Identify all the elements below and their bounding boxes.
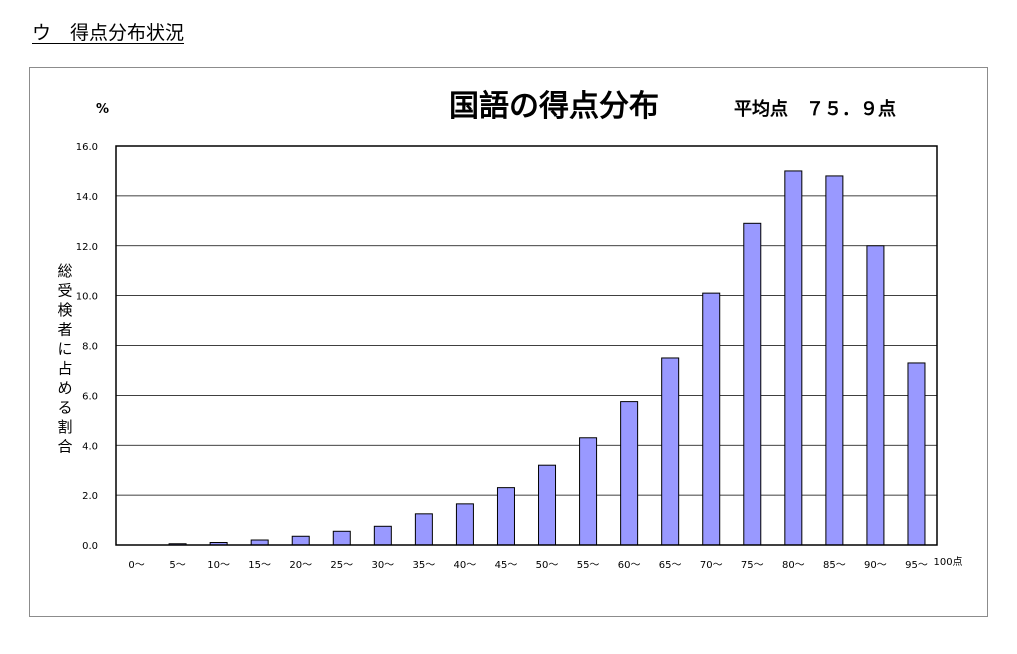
bar-85: [825, 175, 844, 546]
bar-30: [373, 525, 392, 546]
x-tick-label: 15～: [248, 560, 271, 571]
chart-frame: 国語の得点分布 平均点 ７５．９点 % 0.0 2.0 4.0 6.0 8.0 10.0 1…: [29, 67, 988, 617]
section-heading: ウ 得点分布状況: [32, 22, 185, 44]
y-tick-label: 6.0: [82, 391, 98, 402]
y-tick-label: 16.0: [76, 142, 98, 153]
x-tick-label: 0～: [128, 560, 144, 571]
y-axis-label-char: 占: [57, 360, 72, 378]
bar-55: [579, 437, 598, 546]
y-axis-label-char: 検: [57, 301, 72, 319]
y-tick-label: 12.0: [76, 242, 98, 253]
bar-70: [702, 292, 721, 546]
x-tick-label: 55～: [577, 560, 600, 571]
x-tick-label: 30～: [371, 560, 394, 571]
y-axis-label-char: 総: [57, 262, 72, 280]
x-tick-label: 75～: [741, 560, 764, 571]
x-tick-label: 45～: [495, 560, 518, 571]
bar-50: [538, 464, 557, 546]
plot-area: [115, 145, 938, 546]
bar-80: [784, 170, 803, 546]
y-axis-label-char: に: [57, 340, 72, 358]
x-tick-label: 50～: [536, 560, 559, 571]
y-tick-labels: 0.0 2.0 4.0 6.0 8.0 10.0 12.0 14.0 16.0: [76, 142, 98, 552]
x-tick-label: 90～: [864, 560, 887, 571]
y-tick-label: 4.0: [82, 441, 98, 452]
bar-65: [661, 357, 680, 546]
x-tick-label: 95～: [905, 560, 928, 571]
bar-35: [414, 513, 433, 546]
bar-chart: 国語の得点分布 平均点 ７５．９点 % 0.0 2.0 4.0 6.0 8.0 10.0 1…: [57, 89, 962, 571]
y-tick-label: 8.0: [82, 342, 98, 353]
x-tick-label: 40～: [454, 560, 477, 571]
x-tick-labels: 0～ 5～ 10～ 15～ 20～ 25～ 30～ 35～ 40～ 45～ 50～ 55～ 60～ 65～…: [128, 560, 928, 571]
bar-40: [455, 503, 474, 546]
x-tick-label: 10～: [207, 560, 230, 571]
bars: [168, 170, 926, 546]
x-tick-label: 65～: [659, 560, 682, 571]
bar-90: [866, 245, 885, 546]
x-tick-label: 85～: [823, 560, 846, 571]
bar-45: [496, 487, 515, 546]
x-tick-label: 35～: [413, 560, 436, 571]
y-axis-label-char: 合: [57, 438, 72, 456]
y-axis-label-char: 受: [57, 282, 72, 300]
bar-75: [743, 222, 762, 546]
bar-95: [907, 362, 926, 546]
y-tick-label: 2.0: [82, 491, 98, 502]
chart-title: 国語の得点分布: [449, 89, 659, 124]
x-tick-label: 25～: [330, 560, 353, 571]
y-axis-label-char: め: [57, 379, 72, 397]
y-tick-label: 10.0: [76, 292, 98, 303]
bar-60: [620, 401, 639, 546]
bar-25: [332, 530, 351, 546]
y-axis-label-char: 割: [57, 418, 72, 436]
x-tick-label: 60～: [618, 560, 641, 571]
y-axis-unit: %: [96, 102, 109, 117]
x-axis-end-label: 100点: [933, 556, 962, 568]
bar-20: [291, 535, 310, 546]
average-score-label: 平均点 ７５．９点: [734, 98, 896, 120]
x-tick-label: 5～: [169, 560, 185, 571]
y-tick-label: 14.0: [76, 192, 98, 203]
gridlines: [116, 195, 937, 496]
x-tick-label: 70～: [700, 560, 723, 571]
x-tick-label: 80～: [782, 560, 805, 571]
y-axis-label-char: 者: [57, 321, 72, 339]
x-tick-label: 20～: [289, 560, 312, 571]
y-axis-label-char: る: [57, 399, 72, 417]
y-tick-label: 0.0: [82, 541, 98, 552]
